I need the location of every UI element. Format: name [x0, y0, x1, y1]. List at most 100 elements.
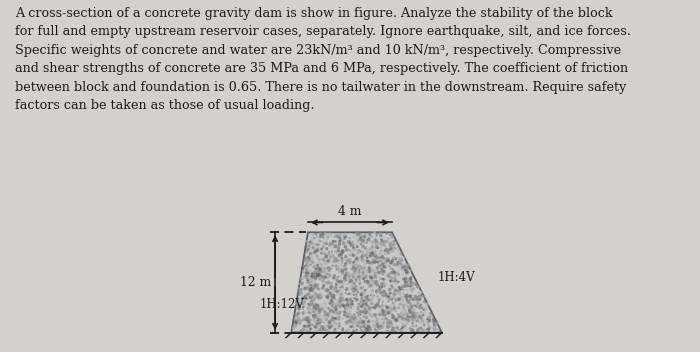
Point — [393, 279, 404, 285]
Point — [290, 312, 302, 318]
Point — [358, 269, 370, 275]
Point — [306, 317, 317, 322]
Point — [308, 287, 319, 292]
Point — [372, 254, 384, 260]
Point — [368, 279, 379, 285]
Point — [335, 287, 346, 293]
Point — [316, 324, 328, 330]
Point — [404, 300, 415, 306]
Point — [348, 288, 359, 294]
Point — [400, 296, 411, 301]
Point — [330, 272, 341, 278]
Point — [356, 291, 367, 297]
Point — [309, 318, 320, 323]
Point — [337, 290, 348, 296]
Point — [323, 249, 335, 255]
Point — [417, 314, 428, 319]
Point — [327, 252, 338, 257]
Point — [330, 249, 341, 254]
Point — [365, 282, 377, 288]
Point — [374, 279, 385, 285]
Point — [345, 243, 356, 249]
Point — [376, 281, 387, 287]
Point — [350, 292, 361, 297]
Point — [336, 302, 347, 308]
Point — [384, 297, 395, 302]
Point — [348, 328, 359, 334]
Point — [349, 298, 360, 304]
Point — [390, 270, 401, 275]
Point — [341, 310, 352, 316]
Point — [414, 297, 426, 303]
Point — [425, 325, 436, 331]
Point — [359, 262, 370, 268]
Point — [351, 256, 363, 261]
Point — [335, 291, 346, 297]
Point — [338, 303, 349, 309]
Point — [293, 310, 304, 316]
Point — [362, 270, 373, 276]
Point — [374, 324, 385, 329]
Point — [323, 323, 335, 329]
Point — [353, 304, 364, 310]
Point — [318, 235, 329, 240]
Point — [358, 259, 370, 265]
Point — [297, 265, 308, 271]
Point — [336, 250, 347, 255]
Point — [386, 248, 398, 254]
Point — [389, 300, 400, 306]
Point — [411, 323, 422, 329]
Point — [408, 280, 419, 286]
Point — [344, 257, 356, 263]
Point — [376, 249, 387, 254]
Point — [340, 261, 351, 266]
Point — [390, 288, 401, 293]
Point — [371, 279, 382, 284]
Point — [302, 257, 314, 263]
Point — [330, 316, 341, 321]
Point — [344, 277, 356, 283]
Point — [307, 282, 318, 288]
Point — [365, 277, 377, 283]
Point — [413, 313, 424, 319]
Point — [407, 296, 419, 302]
Point — [346, 298, 358, 304]
Point — [374, 263, 386, 269]
Point — [339, 264, 350, 269]
Point — [385, 243, 396, 249]
Point — [363, 324, 374, 329]
Point — [293, 291, 304, 297]
Point — [332, 233, 344, 239]
Point — [324, 300, 335, 306]
Point — [318, 274, 330, 279]
Point — [377, 264, 388, 269]
Point — [314, 256, 326, 262]
Point — [354, 249, 365, 254]
Point — [391, 327, 402, 333]
Point — [377, 238, 388, 244]
Point — [388, 261, 399, 267]
Point — [303, 310, 314, 315]
Point — [342, 257, 354, 263]
Point — [389, 328, 400, 334]
Point — [327, 315, 338, 321]
Point — [296, 299, 307, 305]
Point — [294, 321, 305, 326]
Point — [342, 306, 353, 311]
Point — [358, 290, 369, 296]
Point — [337, 329, 349, 335]
Point — [356, 285, 367, 291]
Point — [380, 260, 391, 266]
Point — [397, 295, 408, 300]
Point — [332, 310, 344, 316]
Point — [357, 286, 368, 292]
Point — [390, 246, 401, 251]
Point — [418, 312, 429, 318]
Point — [297, 276, 308, 282]
Point — [366, 258, 377, 264]
Point — [358, 314, 370, 319]
Point — [340, 261, 351, 267]
Point — [386, 307, 397, 312]
Point — [394, 327, 405, 333]
Point — [344, 312, 356, 317]
